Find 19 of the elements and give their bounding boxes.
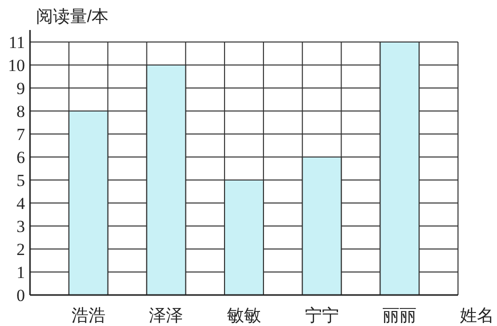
x-tick-label: 宁宁 <box>304 306 339 325</box>
y-tick-label: 0 <box>16 286 25 305</box>
x-tick-label: 敏敏 <box>227 306 261 325</box>
y-axis-title: 阅读量/本 <box>36 7 109 26</box>
x-tick-label: 丽丽 <box>382 306 417 325</box>
y-tick-label: 5 <box>16 171 25 190</box>
y-tick-label: 2 <box>16 240 25 259</box>
y-tick-label: 7 <box>16 125 26 144</box>
y-tick-label: 6 <box>16 148 25 167</box>
x-tick-label: 泽泽 <box>149 306 184 325</box>
y-tick-label: 4 <box>16 194 26 213</box>
y-tick-label: 11 <box>8 33 25 52</box>
y-tick-label: 10 <box>8 56 25 75</box>
y-tick-label: 3 <box>16 217 25 236</box>
x-axis-title: 姓名 <box>460 306 494 325</box>
y-tick-label: 8 <box>16 102 25 121</box>
x-tick-label: 浩浩 <box>71 306 106 325</box>
y-tick-label: 1 <box>16 263 25 282</box>
y-tick-label: 9 <box>16 79 25 98</box>
